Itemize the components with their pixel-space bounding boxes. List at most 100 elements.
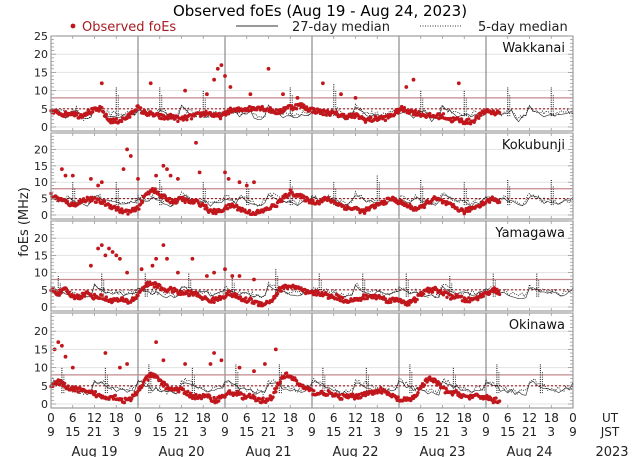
observed-point [301, 383, 305, 387]
x-day-label: Aug 21 [245, 445, 291, 457]
observed-point [113, 393, 118, 398]
observed-point [80, 296, 84, 300]
x-tick-ut: 6 [504, 411, 512, 425]
observed-outlier-point [89, 177, 93, 181]
observed-point [422, 205, 427, 210]
observed-point [140, 200, 145, 204]
observed-outlier-point [183, 362, 188, 366]
observed-outlier-point [219, 358, 224, 363]
observed-outlier-point [237, 365, 242, 370]
x-tick-jst: 21 [435, 425, 450, 439]
observed-point [334, 110, 339, 114]
observed-point [448, 293, 452, 297]
observed-point [226, 206, 230, 211]
observed-outlier-point [248, 92, 253, 97]
observed-outlier-point [219, 63, 224, 67]
observed-point [224, 113, 228, 117]
observed-point [421, 292, 426, 296]
observed-point [62, 381, 67, 386]
observed-point [146, 378, 150, 382]
observed-outlier-point [339, 92, 343, 97]
observed-point [275, 292, 280, 296]
x-tick-ut: 0 [395, 411, 403, 425]
x-tick-ut: 6 [69, 411, 77, 425]
observed-point [186, 289, 190, 293]
x-tick-jst: 3 [460, 425, 468, 439]
observed-outlier-point [63, 354, 68, 359]
observed-point [217, 399, 221, 403]
observed-point [430, 290, 435, 294]
observed-point [384, 201, 388, 205]
observed-point [183, 200, 187, 205]
observed-point [212, 114, 216, 119]
y-tick-label: 10 [34, 85, 48, 98]
observed-point [268, 394, 272, 398]
observed-points [49, 63, 502, 126]
x-tick-ut: 6 [417, 411, 425, 425]
observed-point [139, 106, 143, 110]
observed-point [439, 288, 443, 293]
y-tick-label: 25 [34, 30, 48, 43]
observed-point [244, 296, 248, 300]
y-tick-label: 15 [34, 249, 48, 262]
observed-point [441, 112, 446, 116]
observed-outlier-point [176, 270, 180, 275]
observed-point [379, 386, 383, 390]
y-tick-label: 20 [34, 325, 48, 338]
observed-point [136, 293, 140, 298]
x-tick-ut: 12 [261, 411, 276, 425]
median-5day-line [50, 190, 574, 208]
x-tick-ut: 18 [370, 411, 385, 425]
observed-point [186, 389, 190, 394]
observed-point [336, 294, 340, 298]
observed-point [173, 117, 177, 121]
observed-point [82, 294, 87, 298]
observed-point [212, 300, 216, 304]
observed-point [294, 379, 299, 383]
observed-point [154, 282, 158, 286]
x-tick-jst: 21 [261, 425, 276, 439]
y-tick-label: 0 [41, 209, 48, 222]
observed-point [438, 382, 442, 386]
observed-outlier-point [205, 92, 209, 97]
observed-outlier-point [161, 243, 166, 248]
median-5day-line [50, 376, 574, 396]
observed-outlier-point [266, 66, 271, 71]
observed-point [238, 295, 243, 299]
observed-point [72, 389, 77, 393]
observed-point [259, 301, 263, 305]
observed-point [97, 197, 101, 201]
observed-outlier-point [212, 351, 217, 355]
observed-outlier-point [150, 263, 155, 268]
observed-outlier-point [165, 167, 169, 172]
observed-point [235, 293, 239, 297]
observed-point [111, 397, 116, 401]
observed-outlier-point [205, 274, 209, 278]
x-tick-jst: 9 [482, 425, 490, 439]
observed-point [91, 110, 95, 114]
observed-point [302, 103, 306, 107]
observed-point [247, 208, 252, 213]
observed-point [134, 108, 138, 112]
station-label: Kokubunji [502, 138, 565, 153]
x-day-label: Aug 22 [332, 445, 378, 457]
x-tick-jst: 15 [152, 425, 167, 439]
observed-point [459, 294, 464, 298]
panel-wakkanai: 0 5 10 15 20 25 Wakkanai [34, 30, 574, 134]
observed-point [481, 294, 485, 298]
observed-point [435, 383, 439, 387]
legend-27day-label: 27-day median [292, 20, 390, 35]
observed-point [497, 399, 502, 403]
observed-point [120, 119, 124, 124]
observed-point [321, 112, 325, 117]
observed-outlier-point [148, 81, 153, 86]
observed-point [60, 380, 64, 384]
x-tick-jst: 15 [413, 425, 428, 439]
y-tick-label: 5 [41, 284, 48, 297]
observed-point [205, 206, 209, 210]
observed-outlier-point [56, 340, 61, 344]
station-label: Wakkanai [502, 41, 565, 56]
observed-point [363, 393, 368, 398]
y-tick-label: 0 [41, 398, 48, 411]
